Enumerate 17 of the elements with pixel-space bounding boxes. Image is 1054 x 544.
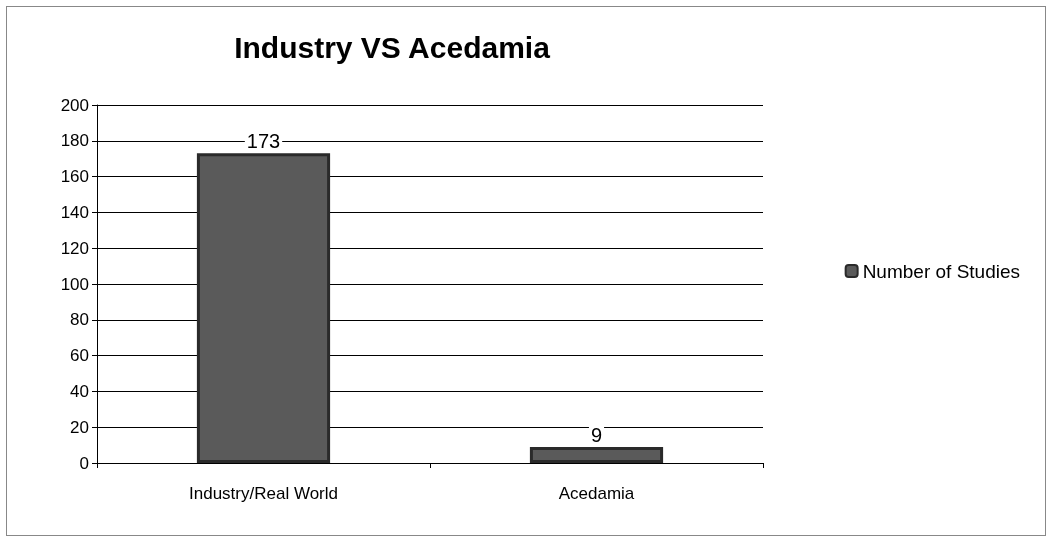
x-tick-label: Acedamia	[558, 484, 635, 503]
legend-label: Number of Studies	[862, 260, 1021, 282]
y-tick-label: 40	[70, 381, 89, 401]
y-tick-label: 120	[60, 238, 89, 258]
x-tick-label: Industry/Real World	[189, 484, 338, 503]
data-label: 173	[246, 130, 281, 153]
y-tick-label: 200	[60, 95, 89, 115]
y-tick-label: 60	[70, 346, 89, 366]
chart-title: Industry VS Acedamia	[234, 30, 551, 64]
y-tick-label: 20	[70, 417, 89, 437]
y-tick-label: 80	[70, 310, 89, 330]
y-tick-label: 100	[60, 274, 89, 294]
y-tick-label: 180	[60, 131, 89, 151]
y-tick-label: 160	[60, 167, 89, 187]
data-label: 9	[590, 423, 603, 446]
y-tick-label: 0	[79, 453, 89, 473]
y-tick-label: 140	[60, 202, 89, 222]
